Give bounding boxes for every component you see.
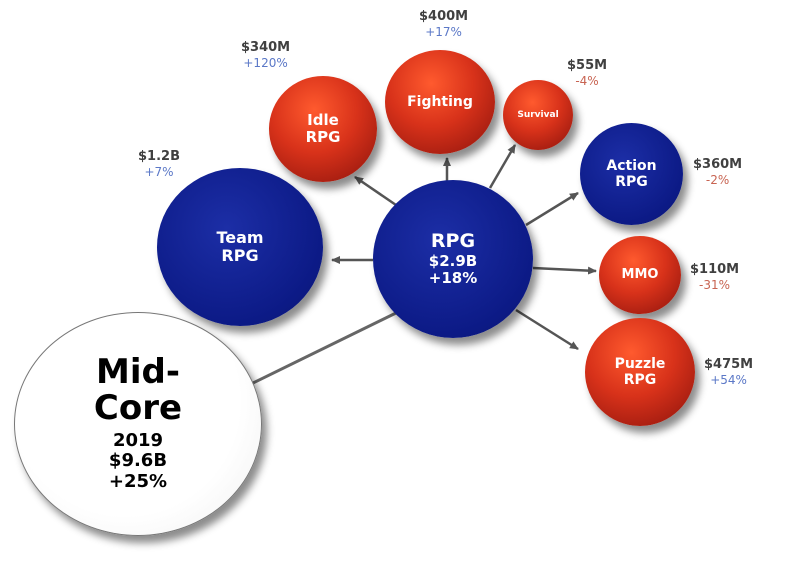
action-rpg-label-line1: Action: [606, 157, 657, 174]
mmo-annotation: $110M -31%: [690, 262, 739, 292]
idle-rpg-value: $340M: [241, 40, 291, 55]
action-rpg-value: $360M: [693, 157, 743, 172]
action-rpg-change: -2%: [705, 172, 730, 187]
team-rpg-label-line2: RPG: [221, 246, 259, 265]
midcore-bubble: Mid- Core 2019 $9.6B +25%: [14, 312, 262, 536]
survival-value: $55M: [567, 58, 608, 73]
midcore-title-line2: Core: [93, 387, 183, 428]
action-rpg-label-line2: RPG: [615, 174, 648, 190]
rpg-label: RPG: [430, 229, 476, 252]
team-rpg-value: $1.2B: [138, 149, 180, 164]
fighting-bubble: Fighting: [385, 50, 495, 154]
midcore-title-line1: Mid-: [96, 352, 180, 393]
action-rpg-bubble: Action RPG: [580, 123, 683, 225]
survival-change: -4%: [575, 73, 599, 88]
team-rpg-change: +7%: [144, 164, 174, 179]
mmo-value: $110M: [690, 262, 740, 277]
idle-rpg-label-line1: Idle: [307, 110, 339, 129]
idle-rpg-annotation: $340M +120%: [241, 40, 290, 70]
puzzle-rpg-label-line1: Puzzle: [614, 355, 666, 372]
fighting-value: $400M: [419, 9, 469, 24]
survival-bubble: Survival: [503, 80, 573, 150]
team-rpg-label-line1: Team: [216, 227, 264, 247]
arrow-to-action-rpg: [525, 191, 579, 227]
mmo-bubble: MMO: [599, 236, 681, 314]
puzzle-rpg-value: $475M: [704, 357, 754, 372]
idle-rpg-label-line2: RPG: [305, 128, 341, 146]
fighting-label: Fighting: [407, 93, 473, 110]
midcore-year: 2019: [112, 429, 164, 451]
puzzle-rpg-change: +54%: [710, 372, 747, 387]
arrow-to-mmo: [532, 266, 597, 275]
puzzle-rpg-label-line2: RPG: [623, 372, 657, 388]
arrow-to-idle-rpg: [354, 175, 397, 207]
midcore-change: +25%: [108, 471, 168, 493]
idle-rpg-change: +120%: [243, 55, 288, 70]
midcore-value: $9.6B: [108, 450, 168, 472]
team-rpg-annotation: $1.2B +7%: [138, 149, 180, 179]
mmo-change: -31%: [699, 277, 731, 292]
arrow-to-survival: [488, 144, 517, 189]
fighting-annotation: $400M +17%: [419, 9, 468, 39]
idle-rpg-bubble: Idle RPG: [269, 76, 377, 182]
rpg-change: +18%: [428, 268, 478, 287]
rpg-value: $2.9B: [428, 251, 478, 270]
survival-annotation: $55M -4%: [567, 58, 607, 88]
mmo-label: MMO: [621, 266, 659, 282]
puzzle-rpg-bubble: Puzzle RPG: [585, 318, 695, 426]
team-rpg-bubble: Team RPG: [157, 168, 323, 326]
rpg-bubble: RPG $2.9B +18%: [373, 180, 533, 338]
fighting-change: +17%: [425, 24, 462, 39]
action-rpg-annotation: $360M -2%: [693, 157, 742, 187]
midcore-connector: [252, 310, 399, 385]
survival-label: Survival: [517, 109, 559, 120]
puzzle-rpg-annotation: $475M +54%: [704, 357, 753, 387]
arrow-to-puzzle-rpg: [515, 308, 579, 351]
